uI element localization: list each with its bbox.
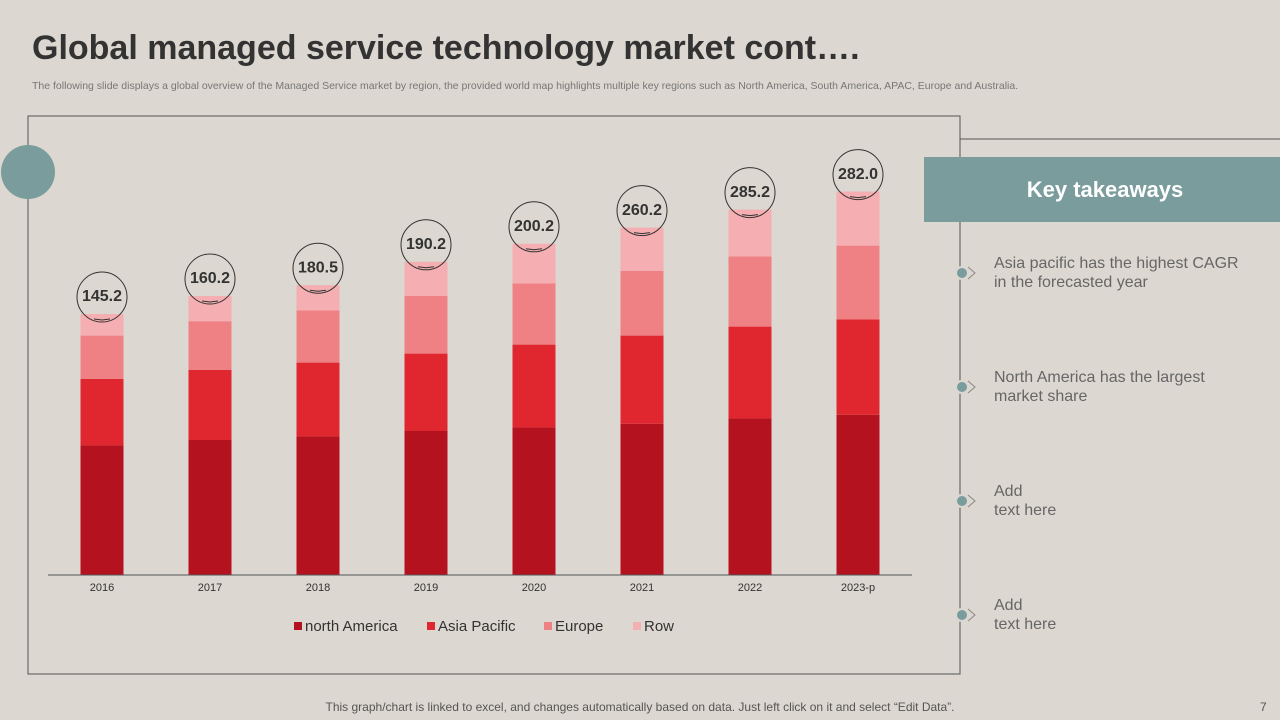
bullet: [955, 494, 969, 508]
bullet-arrow: [967, 608, 976, 622]
total-label: 200.2: [514, 218, 554, 235]
bullet-arrow: [967, 266, 976, 280]
x-tick-label: 2019: [414, 582, 438, 594]
total-label: 145.2: [82, 288, 122, 305]
bar-segment: [836, 414, 880, 575]
total-label: 282.0: [838, 166, 878, 183]
callout: [76, 271, 128, 323]
callout: [292, 242, 344, 294]
bar-segment: [728, 256, 772, 327]
takeaways-title: Key takeaways: [1027, 177, 1184, 202]
bar-segment: [188, 321, 232, 370]
bar-segment: [296, 436, 340, 575]
callout: [849, 196, 867, 199]
bar-segment: [728, 326, 772, 419]
bar-segment: [404, 353, 448, 431]
callout: [525, 248, 543, 251]
legend-swatch: [544, 622, 552, 630]
bar-segment: [620, 335, 664, 424]
takeaways-header: [924, 157, 1280, 222]
callout: [633, 232, 651, 235]
takeaway-text: text here: [994, 616, 1056, 633]
takeaway-text: text here: [994, 502, 1056, 519]
callout: [417, 266, 435, 269]
bar-segment: [836, 319, 880, 415]
total-label: 160.2: [190, 270, 230, 287]
x-tick-label: 2017: [198, 582, 222, 594]
callout: [400, 219, 452, 271]
bar-segment: [836, 245, 880, 320]
bar-segment: [620, 270, 664, 336]
x-tick-label: 2020: [522, 582, 546, 594]
takeaway-text: North America has the largest: [994, 369, 1205, 386]
page-number: 7: [1260, 700, 1267, 714]
bar-segment: [620, 423, 664, 575]
bar-segment: [404, 431, 448, 575]
x-tick-label: 2018: [306, 582, 330, 594]
bar-segment: [512, 344, 556, 428]
bullet-arrow: [967, 380, 976, 394]
takeaway-text: in the forecasted year: [994, 274, 1149, 291]
bar-segment: [296, 362, 340, 437]
takeaway-text: Add: [994, 483, 1022, 500]
x-tick-label: 2022: [738, 582, 762, 594]
callout: [93, 318, 111, 321]
callout: [616, 185, 668, 237]
bullet: [955, 380, 969, 394]
callout: [832, 149, 884, 201]
legend-label: Row: [644, 618, 674, 635]
takeaway-text: Add: [994, 597, 1022, 614]
bullet: [955, 266, 969, 280]
bar-segment: [188, 296, 232, 322]
legend-label: Asia Pacific: [438, 618, 516, 635]
slide-subtitle: The following slide displays a global ov…: [32, 80, 1018, 92]
slide-title: Global managed service technology market…: [32, 29, 860, 67]
legend-swatch: [294, 622, 302, 630]
bar-segment: [296, 285, 340, 311]
bar-segment: [836, 191, 880, 246]
bar-segment: [296, 310, 340, 363]
total-label: 180.5: [298, 259, 338, 276]
bar-segment: [80, 445, 124, 575]
bar-segment: [512, 427, 556, 575]
bar-segment: [188, 369, 232, 440]
bar-segment: [404, 261, 448, 296]
legend-swatch: [633, 622, 641, 630]
callout: [508, 201, 560, 253]
x-tick-label: 2021: [630, 582, 654, 594]
callout: [184, 253, 236, 305]
bar-segment: [188, 440, 232, 575]
total-label: 190.2: [406, 236, 446, 253]
bar-segment: [80, 335, 124, 379]
bar-segment: [728, 418, 772, 575]
bar-segment: [512, 243, 556, 284]
x-tick-label: 2023-p: [841, 582, 875, 594]
x-tick-label: 2016: [90, 582, 114, 594]
callout: [201, 300, 219, 303]
bar-segment: [620, 227, 664, 271]
bar-segment: [80, 378, 124, 446]
bar-segment: [404, 296, 448, 354]
callout: [309, 289, 327, 292]
takeaway-text: market share: [994, 388, 1087, 405]
legend-label: north America: [305, 618, 398, 635]
total-label: 285.2: [730, 184, 770, 201]
callout: [724, 167, 776, 219]
callout: [741, 214, 759, 217]
legend-label: Europe: [555, 618, 603, 635]
bullet-arrow: [967, 494, 976, 508]
bar-segment: [512, 283, 556, 345]
total-label: 260.2: [622, 202, 662, 219]
footer: This graph/chart is linked to excel, and…: [326, 700, 955, 714]
bullet: [955, 608, 969, 622]
takeaway-text: Asia pacific has the highest CAGR: [994, 255, 1239, 272]
chart-frame: [27, 115, 961, 675]
bar-segment: [728, 209, 772, 257]
decor-circle: [1, 145, 55, 199]
legend-swatch: [427, 622, 435, 630]
